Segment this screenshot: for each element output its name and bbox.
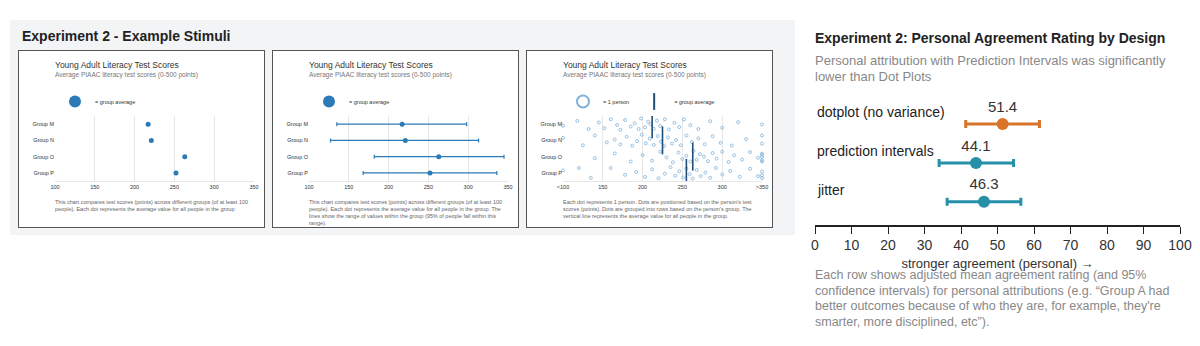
html-text:Average PIAAC literacy test sc: Average PIAAC literacy test scores (0-50… (55, 71, 198, 78)
svg-text:Group P: Group P (542, 170, 563, 176)
html-text:Personal attribution with Pred: Personal attribution with Prediction Int… (815, 53, 1166, 84)
svg-text:350: 350 (503, 184, 512, 190)
svg-text:100: 100 (50, 184, 59, 190)
html-text:Young Adult Literacy Test Scor: Young Adult Literacy Test Scores (563, 60, 687, 70)
html-text:Young Adult Literacy Test Scor: Young Adult Literacy Test Scores (309, 60, 433, 70)
svg-text:300: 300 (464, 184, 473, 190)
svg-text:51.4: 51.4 (988, 98, 1017, 115)
svg-text:stronger agreement (personal): stronger agreement (personal) → (901, 255, 1094, 271)
svg-text:Group P: Group P (288, 170, 309, 176)
svg-text:20: 20 (880, 237, 896, 253)
svg-text:250: 250 (170, 184, 179, 190)
svg-text:Group N: Group N (287, 137, 308, 143)
svg-text:>350: >350 (756, 184, 768, 190)
svg-text:10: 10 (844, 237, 860, 253)
svg-text:Group M: Group M (541, 121, 563, 127)
svg-text:250: 250 (678, 184, 687, 190)
svg-text:Group P: Group P (34, 170, 55, 176)
html-text:Each dot represents 1 person.: Each dot represents 1 person. Dots are p… (563, 199, 752, 219)
svg-text:Group O: Group O (33, 154, 55, 160)
svg-text:150: 150 (598, 184, 607, 190)
svg-text:300: 300 (210, 184, 219, 190)
svg-text:350: 350 (249, 184, 258, 190)
svg-text:<100: <100 (557, 184, 569, 190)
html-text:Average PIAAC literacy test sc: Average PIAAC literacy test scores (0-50… (309, 71, 452, 78)
svg-text:200: 200 (384, 184, 393, 190)
svg-text:150: 150 (90, 184, 99, 190)
svg-text:70: 70 (1063, 237, 1079, 253)
svg-text:= group average: = group average (95, 99, 135, 105)
html-text:Experiment 2: Personal Agreeme: Experiment 2: Personal Agreement Rating … (815, 30, 1166, 46)
svg-text:Group N: Group N (33, 137, 54, 143)
svg-text:= 1 person: = 1 person (603, 99, 629, 105)
html-text:Each row shows adjusted mean a: Each row shows adjusted mean agreement r… (815, 268, 1170, 329)
svg-text:50: 50 (990, 237, 1006, 253)
svg-text:Group N: Group N (541, 137, 562, 143)
svg-text:40: 40 (953, 237, 969, 253)
svg-text:Group O: Group O (287, 154, 309, 160)
svg-text:200: 200 (130, 184, 139, 190)
html-text:Young Adult Literacy Test Scor: Young Adult Literacy Test Scores (55, 60, 179, 70)
svg-text:Group O: Group O (541, 154, 563, 160)
svg-text:Group M: Group M (33, 121, 55, 127)
svg-text:prediction intervals: prediction intervals (817, 143, 934, 159)
svg-text:90: 90 (1136, 237, 1152, 253)
svg-text:= group average: = group average (349, 99, 389, 105)
svg-text:150: 150 (344, 184, 353, 190)
html-text:This chart compares test score: This chart compares test scores (points)… (309, 199, 503, 226)
svg-text:dotplot (no variance): dotplot (no variance) (817, 104, 945, 120)
svg-text:30: 30 (917, 237, 933, 253)
svg-text:Group M: Group M (287, 121, 309, 127)
svg-text:= group average: = group average (674, 99, 714, 105)
svg-text:44.1: 44.1 (961, 137, 990, 154)
svg-text:100: 100 (304, 184, 313, 190)
svg-text:200: 200 (638, 184, 647, 190)
svg-text:60: 60 (1026, 237, 1042, 253)
svg-text:300: 300 (718, 184, 727, 190)
svg-text:250: 250 (424, 184, 433, 190)
svg-text:0: 0 (811, 237, 819, 253)
html-text:This chart compares test score: This chart compares test scores (points)… (55, 199, 249, 212)
html-text:Experiment 2 - Example Stimuli: Experiment 2 - Example Stimuli (22, 28, 231, 44)
svg-text:jitter: jitter (817, 182, 845, 198)
svg-text:46.3: 46.3 (969, 175, 998, 192)
svg-text:100: 100 (1168, 237, 1192, 253)
html-text:Average PIAAC literacy test sc: Average PIAAC literacy test scores (0-50… (563, 71, 706, 78)
svg-text:80: 80 (1099, 237, 1115, 253)
